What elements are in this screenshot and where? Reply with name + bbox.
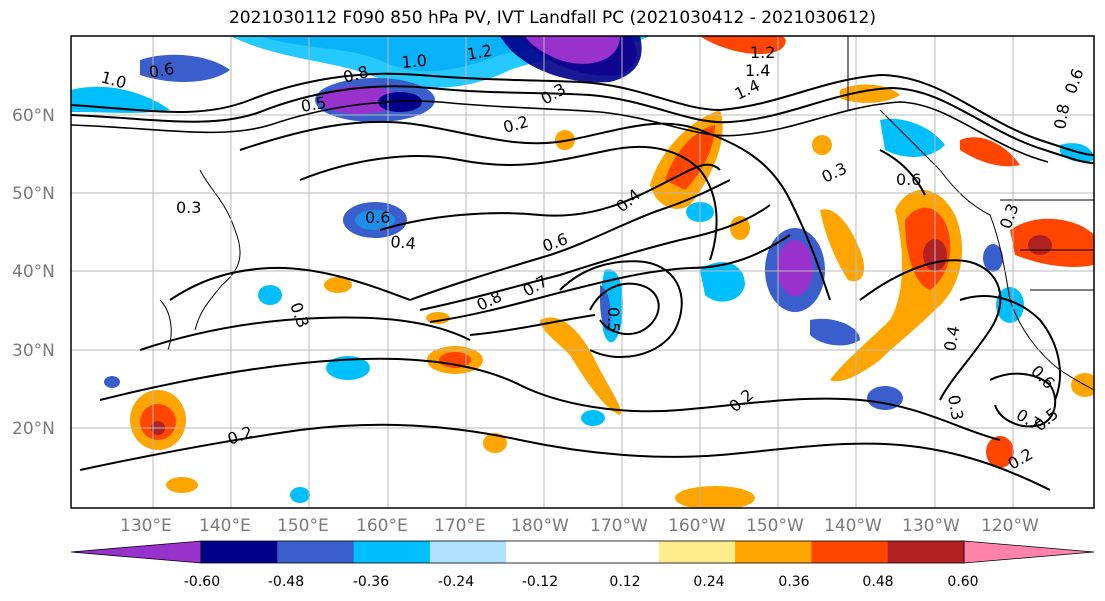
shade-lightblue-125w — [996, 287, 1024, 323]
contour-label: 1.2 — [750, 43, 775, 62]
lon-label: 160°W — [668, 516, 726, 536]
lat-label: 20°N — [12, 419, 55, 439]
contour-label: 0.5 — [299, 93, 327, 116]
colorbar-ticks: -0.60 -0.48 -0.36 -0.24 -0.12 0.12 0.24 … — [184, 574, 979, 590]
colorbar-segment — [582, 541, 660, 563]
contour-label: 0.6 — [896, 170, 921, 189]
contour-label: 0.3 — [176, 198, 201, 217]
lat-label: 60°N — [12, 106, 55, 126]
colorbar-tick-label: 0.48 — [862, 574, 893, 590]
contour-label: 1.0 — [401, 51, 428, 72]
colorbar-tick-label: -0.12 — [522, 574, 558, 590]
shade-blue-135w-s — [867, 386, 903, 410]
shade-red-north — [700, 36, 786, 55]
shade-lightblue-160e — [326, 356, 370, 380]
colorbar-border — [200, 540, 965, 564]
shade-lightblue-alaska — [880, 118, 945, 157]
map-title: 2021030112 F090 850 hPa PV, IVT Landfall… — [228, 8, 876, 28]
shade-blue-145w-s — [810, 318, 860, 346]
shade-orange-sw — [166, 477, 198, 493]
contour-label: 1.2 — [465, 41, 493, 64]
colorbar-segment — [506, 541, 583, 563]
lon-label: 140°E — [199, 516, 251, 536]
colorbar-segment — [429, 541, 507, 563]
colorbar-tick-label: -0.60 — [184, 574, 220, 590]
colorbar-tick-label: -0.48 — [268, 574, 304, 590]
colorbar-segment — [277, 541, 355, 563]
shade-lightblue-175w — [581, 410, 605, 426]
lon-label: 150°E — [277, 516, 329, 536]
shade-orange-155w — [730, 216, 750, 240]
colorbar-segment — [811, 541, 889, 563]
shade-orange-110w — [1071, 373, 1094, 397]
contour-label: 0.5 — [604, 307, 623, 332]
shade-orange-170w — [540, 317, 621, 415]
contour-label: 1.4 — [745, 61, 770, 80]
colorbar-extend-min — [70, 540, 202, 564]
colorbar-segment — [201, 541, 278, 563]
lon-label: 120°W — [981, 516, 1039, 536]
shade-red-160w — [665, 125, 715, 190]
shade-red-130w-s — [986, 436, 1014, 468]
colorbar-tick-label: 0.12 — [609, 574, 640, 590]
shade-red-120w — [1010, 218, 1094, 267]
shade-orange-168e — [426, 312, 450, 324]
shade-darkred-120w — [1028, 235, 1052, 255]
shade-navy-north — [500, 36, 642, 83]
colorbar-segment — [658, 541, 736, 563]
shade-lightblue-150e — [258, 285, 282, 305]
lon-label: 130°E — [120, 516, 172, 536]
lon-label: 150°W — [746, 516, 804, 536]
lat-label: 40°N — [12, 262, 55, 282]
shade-purple-145w — [777, 240, 813, 296]
shade-orange-175e — [483, 433, 507, 453]
colorbar-tick-label: 0.60 — [947, 574, 978, 590]
shade-red-ne — [960, 137, 1020, 167]
lon-labels: 130°E 140°E 150°E 160°E 170°E 180°W 170°… — [120, 516, 1039, 536]
colorbar-extend-max — [963, 540, 1095, 564]
lat-labels: 60°N 50°N 40°N 30°N 20°N — [12, 106, 55, 439]
contour-label: 0.8 — [1050, 102, 1073, 130]
contour-label: 0.3 — [944, 393, 967, 421]
map-border — [70, 35, 1095, 509]
contour-label: 0.6 — [365, 208, 390, 227]
lon-label: 170°W — [590, 516, 648, 536]
shade-blue-125w — [983, 244, 1003, 272]
shade-orange-145w — [812, 135, 832, 155]
lat-label: 30°N — [12, 341, 55, 361]
lon-label: 180°W — [511, 516, 569, 536]
contour-label: 0.4 — [940, 324, 963, 352]
colorbar — [70, 540, 1095, 564]
colorbar-segment — [353, 541, 431, 563]
pv-shading — [71, 36, 1094, 508]
colorbar-segment — [735, 541, 812, 563]
colorbar-tick-label: 0.36 — [778, 574, 809, 590]
lat-label: 50°N — [12, 184, 55, 204]
shade-blue-140e — [140, 54, 230, 82]
shade-orange-140w — [820, 209, 865, 282]
lon-label: 160°E — [356, 516, 408, 536]
colorbar-segment — [887, 541, 965, 563]
colorbar-tick-label: -0.36 — [353, 574, 389, 590]
lon-label: 170°E — [434, 516, 486, 536]
contour-label: 0.4 — [390, 232, 417, 253]
contours — [71, 72, 1094, 491]
shade-blue-170w — [600, 285, 611, 331]
shade-blue-126e — [104, 376, 120, 388]
shade-lightblue-155w — [700, 262, 745, 302]
shade-orange-165e — [324, 277, 352, 293]
lon-label: 140°W — [824, 516, 882, 536]
shade-lightblue-south — [290, 487, 310, 503]
contour-label: 0.6 — [147, 59, 175, 82]
colorbar-tick-label: -0.24 — [438, 574, 474, 590]
colorbar-tick-label: 0.24 — [693, 574, 724, 590]
shade-orange-south — [675, 486, 755, 508]
lon-label: 130°W — [902, 516, 960, 536]
shade-blue-160e-inner — [355, 210, 395, 230]
